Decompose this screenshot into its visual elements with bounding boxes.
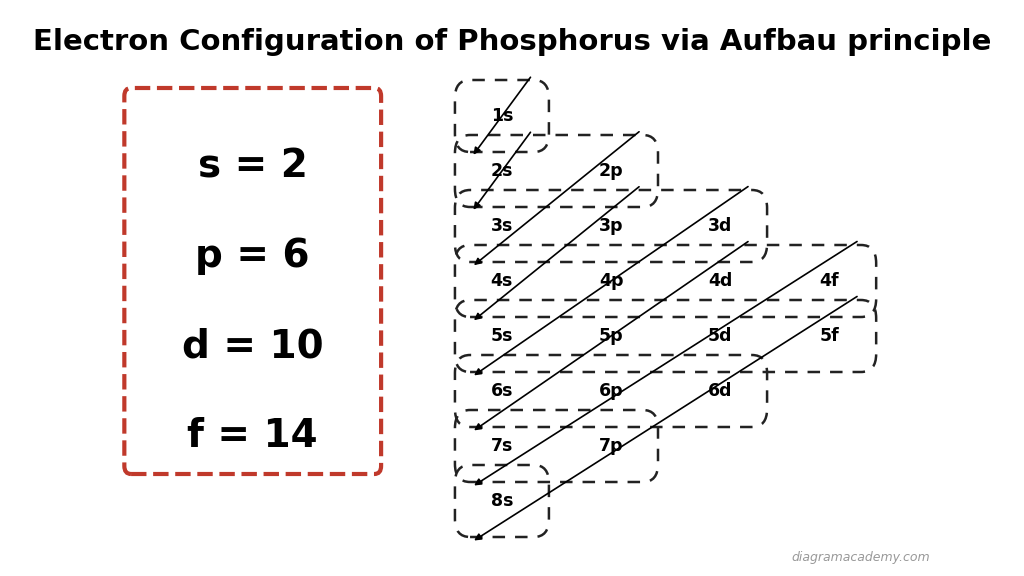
Text: 2p: 2p <box>599 162 624 180</box>
Text: 7s: 7s <box>490 437 513 455</box>
FancyBboxPatch shape <box>124 88 381 474</box>
Text: 2s: 2s <box>490 162 513 180</box>
Text: 5d: 5d <box>708 327 732 345</box>
Text: 6s: 6s <box>490 382 513 400</box>
Text: 4s: 4s <box>490 272 513 290</box>
Text: 1s: 1s <box>490 107 513 125</box>
Text: 4p: 4p <box>599 272 624 290</box>
Text: d = 10: d = 10 <box>182 327 324 365</box>
Text: 7p: 7p <box>599 437 624 455</box>
Text: 6p: 6p <box>599 382 624 400</box>
Text: 3s: 3s <box>490 217 513 235</box>
Text: 6d: 6d <box>708 382 732 400</box>
Text: 3d: 3d <box>708 217 732 235</box>
Text: diagramacademy.com: diagramacademy.com <box>792 551 930 564</box>
Text: p = 6: p = 6 <box>196 237 310 275</box>
Text: s = 2: s = 2 <box>198 147 307 185</box>
Text: Electron Configuration of Phosphorus via Aufbau principle: Electron Configuration of Phosphorus via… <box>33 28 991 56</box>
Text: 4d: 4d <box>708 272 732 290</box>
Text: 4f: 4f <box>819 272 839 290</box>
Text: 5s: 5s <box>490 327 513 345</box>
Text: 3p: 3p <box>599 217 624 235</box>
Text: 5p: 5p <box>599 327 624 345</box>
Text: f = 14: f = 14 <box>187 417 318 455</box>
Text: 8s: 8s <box>490 492 513 510</box>
Text: 5f: 5f <box>819 327 839 345</box>
